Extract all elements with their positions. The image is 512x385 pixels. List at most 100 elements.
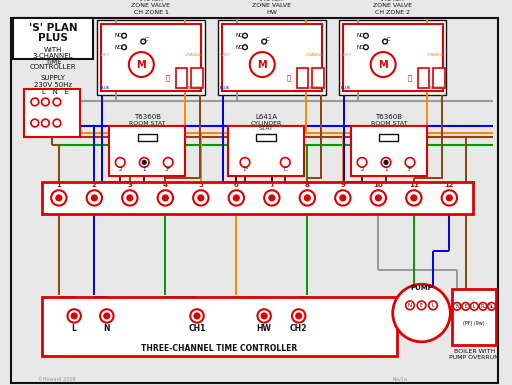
- Circle shape: [264, 190, 280, 206]
- Text: NC: NC: [356, 33, 364, 38]
- Text: ZONE VALVE: ZONE VALVE: [252, 3, 291, 8]
- Text: ROOM STAT: ROOM STAT: [371, 121, 407, 126]
- Bar: [191, 69, 203, 87]
- Text: NO: NO: [356, 45, 365, 50]
- Text: BROWN: BROWN: [308, 85, 324, 90]
- Circle shape: [122, 33, 126, 38]
- Circle shape: [115, 157, 125, 167]
- Circle shape: [269, 195, 275, 201]
- Text: NC: NC: [236, 33, 243, 38]
- Text: BROWN: BROWN: [187, 85, 203, 90]
- Circle shape: [488, 303, 496, 310]
- Text: PLUS: PLUS: [38, 33, 68, 43]
- Circle shape: [243, 33, 247, 38]
- Circle shape: [31, 98, 39, 106]
- Text: 6: 6: [234, 182, 239, 188]
- Text: 4: 4: [163, 182, 168, 188]
- Bar: [176, 69, 187, 87]
- Text: BOILER WITH
PUMP OVERRUN: BOILER WITH PUMP OVERRUN: [450, 349, 499, 360]
- Circle shape: [382, 39, 388, 44]
- Circle shape: [364, 45, 368, 50]
- Text: N: N: [103, 324, 110, 333]
- Circle shape: [53, 98, 61, 106]
- Circle shape: [233, 195, 239, 201]
- Text: L: L: [72, 324, 77, 333]
- Text: PL: PL: [480, 304, 486, 309]
- Text: BLUE: BLUE: [341, 85, 351, 90]
- Circle shape: [357, 157, 367, 167]
- Bar: [379, 134, 398, 141]
- Circle shape: [71, 313, 77, 319]
- Circle shape: [429, 301, 437, 310]
- Circle shape: [250, 52, 275, 77]
- Text: L: L: [432, 303, 435, 308]
- Circle shape: [229, 190, 244, 206]
- Text: GREY: GREY: [341, 53, 352, 57]
- Text: M: M: [258, 60, 267, 70]
- Bar: [257, 134, 275, 141]
- Bar: [339, 20, 446, 95]
- Circle shape: [243, 45, 247, 50]
- Text: V4043H: V4043H: [260, 0, 284, 2]
- Text: THREE-CHANNEL TIME CONTROLLER: THREE-CHANNEL TIME CONTROLLER: [141, 344, 297, 353]
- Circle shape: [100, 309, 114, 323]
- Circle shape: [300, 190, 315, 206]
- Text: 230V 50Hz: 230V 50Hz: [34, 82, 72, 88]
- Text: BLUE: BLUE: [220, 85, 230, 90]
- Text: 2: 2: [360, 167, 364, 172]
- Text: GREY: GREY: [99, 53, 111, 57]
- Text: L   N   E: L N E: [41, 89, 69, 95]
- Text: CH1: CH1: [188, 324, 206, 333]
- Text: 3*: 3*: [407, 167, 413, 172]
- Text: ZONE VALVE: ZONE VALVE: [373, 3, 412, 8]
- Bar: [312, 69, 324, 87]
- Text: 11: 11: [409, 182, 419, 188]
- Bar: [297, 69, 308, 87]
- Text: WITH: WITH: [44, 47, 62, 53]
- Text: 1*: 1*: [242, 167, 248, 172]
- Bar: [41, 297, 397, 356]
- Text: 1: 1: [385, 167, 388, 172]
- Circle shape: [193, 190, 208, 206]
- Circle shape: [364, 33, 368, 38]
- Bar: [433, 69, 444, 87]
- Circle shape: [258, 309, 271, 323]
- Circle shape: [393, 284, 451, 342]
- Circle shape: [163, 157, 173, 167]
- Bar: [351, 126, 428, 176]
- Circle shape: [41, 98, 49, 106]
- Text: SL: SL: [488, 304, 495, 309]
- Text: ©Howard 2009: ©Howard 2009: [38, 377, 75, 382]
- Text: 12: 12: [444, 182, 454, 188]
- Text: 'S' PLAN: 'S' PLAN: [29, 23, 77, 33]
- Text: PUMP: PUMP: [410, 285, 433, 291]
- Circle shape: [139, 157, 149, 167]
- Bar: [138, 134, 157, 141]
- Circle shape: [479, 303, 487, 310]
- Text: C: C: [387, 37, 391, 42]
- Circle shape: [375, 195, 381, 201]
- Text: T6360B: T6360B: [134, 114, 161, 120]
- Text: 2: 2: [92, 182, 97, 188]
- Circle shape: [92, 195, 97, 201]
- Circle shape: [31, 119, 39, 127]
- Text: ZONE VALVE: ZONE VALVE: [132, 3, 170, 8]
- Circle shape: [104, 313, 110, 319]
- Circle shape: [141, 39, 145, 44]
- Circle shape: [442, 190, 457, 206]
- Text: 2: 2: [118, 167, 122, 172]
- Circle shape: [462, 303, 470, 310]
- Bar: [228, 126, 305, 176]
- Text: NO: NO: [236, 45, 244, 50]
- Text: BLUE: BLUE: [99, 85, 110, 90]
- Circle shape: [406, 301, 414, 310]
- Circle shape: [53, 119, 61, 127]
- Text: CH ZONE 2: CH ZONE 2: [375, 10, 410, 15]
- Text: C: C: [284, 167, 287, 172]
- Circle shape: [371, 190, 386, 206]
- Bar: [109, 126, 185, 176]
- Circle shape: [142, 161, 146, 164]
- Text: 3-CHANNEL: 3-CHANNEL: [33, 53, 73, 59]
- Circle shape: [122, 190, 138, 206]
- Bar: [218, 20, 326, 95]
